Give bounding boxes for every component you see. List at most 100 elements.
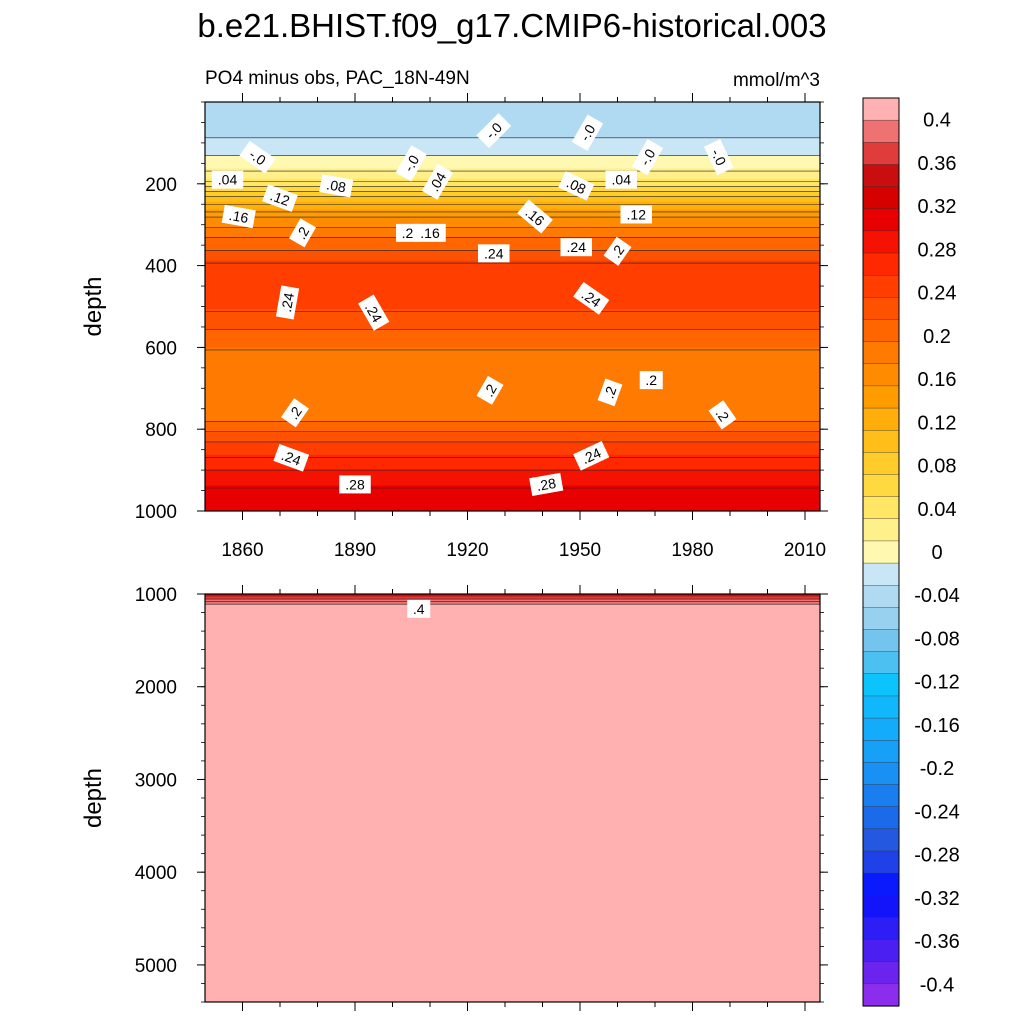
contour-band <box>205 390 820 395</box>
y-axis-label: depth <box>80 768 107 828</box>
contour-label-box <box>605 170 637 189</box>
contour-band <box>205 132 820 136</box>
contour-band <box>205 283 820 287</box>
contour-band <box>205 869 820 873</box>
contour-band <box>205 357 820 361</box>
contour-label-box <box>407 599 431 618</box>
contour-band <box>205 395 820 400</box>
colorbar-swatch <box>862 717 900 741</box>
colorbar-swatch <box>862 274 900 298</box>
contour-band <box>205 303 820 308</box>
contour-band <box>205 795 820 799</box>
contour-band <box>205 490 820 494</box>
contour-band <box>205 413 820 418</box>
contour-label-text: .16 <box>420 225 440 241</box>
contour-label-box <box>603 236 632 266</box>
y-axis-label: depth <box>80 276 107 336</box>
contour-band <box>205 393 820 397</box>
contour-band <box>205 411 820 415</box>
contour-band <box>205 759 820 763</box>
colorbar-swatch <box>862 186 900 210</box>
contour-band <box>205 736 820 740</box>
contour-band <box>205 206 820 210</box>
colorbar-swatch <box>862 97 900 121</box>
contour-band <box>205 984 820 988</box>
contour-band <box>205 260 820 264</box>
contour-label-box <box>573 440 610 471</box>
contour-label-box <box>476 113 512 149</box>
contour-label: .08 <box>558 171 595 201</box>
contour-label: .24 <box>275 285 300 320</box>
contour-band <box>205 168 820 172</box>
contour-band <box>205 268 820 272</box>
contour-label-box <box>558 171 595 201</box>
contour-band <box>205 459 820 464</box>
contour-band <box>205 344 820 348</box>
contour-label: .08 <box>319 174 354 198</box>
contour-band <box>205 160 820 164</box>
contour-band <box>205 665 820 669</box>
contour-band <box>205 286 820 290</box>
contour-band <box>205 675 820 679</box>
contour-band <box>205 114 820 118</box>
colorbar-swatch <box>862 651 900 675</box>
contour-band <box>205 421 820 425</box>
contour-band <box>205 153 820 157</box>
contour-band <box>205 624 820 628</box>
colorbar-tick-label: -0.12 <box>914 672 960 694</box>
contour-band <box>205 775 820 779</box>
contour-label-box <box>620 205 652 224</box>
contour-band <box>205 441 820 446</box>
x-tick-label: 1980 <box>671 540 713 561</box>
contour-band <box>205 966 820 970</box>
contour-band <box>205 609 820 613</box>
colorbar-swatch <box>862 297 900 321</box>
contour-label-box <box>631 139 664 176</box>
contour-band <box>205 976 820 980</box>
contour-band <box>205 447 820 451</box>
contour-band <box>205 403 820 407</box>
contour-band <box>205 214 820 218</box>
colorbar-swatch <box>862 142 900 166</box>
contour-band <box>205 647 820 651</box>
contour-band <box>205 401 820 405</box>
contour-label-text: -.0 <box>708 146 729 168</box>
contour-band <box>205 278 820 282</box>
contour-band <box>205 217 820 221</box>
contour-band <box>205 945 820 950</box>
colorbar-swatch <box>862 695 900 719</box>
contour-band <box>205 726 820 730</box>
contour-band <box>205 650 820 654</box>
contour-band <box>205 449 820 453</box>
contour-band <box>205 229 820 233</box>
contour-band <box>205 703 820 707</box>
contour-band <box>205 298 820 302</box>
contour-band <box>205 301 820 305</box>
colorbar-swatch <box>862 762 900 786</box>
y-tick-label: 600 <box>145 338 177 359</box>
contour-label: -.0 <box>395 145 427 182</box>
contour-label-box <box>708 400 737 430</box>
contour-band <box>205 158 820 162</box>
contour-fill <box>205 594 820 1002</box>
colorbar-tick-label: -0.36 <box>914 931 960 953</box>
contour-band <box>205 145 820 149</box>
contour-band <box>205 739 820 743</box>
units-label: mmol/m^3 <box>733 70 820 91</box>
contour-band <box>205 247 820 251</box>
contour-label-box <box>703 139 734 176</box>
contour-band <box>205 861 820 865</box>
contour-band <box>205 838 820 842</box>
contour-band <box>205 683 820 687</box>
contour-band <box>205 370 820 374</box>
contour-band <box>205 204 820 208</box>
contour-band <box>205 408 820 412</box>
contour-band <box>205 854 820 858</box>
colorbar-swatch <box>862 895 900 919</box>
contour-band <box>205 619 820 623</box>
chart-title: b.e21.BHIST.f09_g17.CMIP6-historical.003 <box>197 7 826 44</box>
contour-band <box>205 406 820 410</box>
contour-band <box>205 866 820 870</box>
colorbar-tick-label: 0.16 <box>918 369 957 391</box>
contour-label: .04 <box>211 170 244 189</box>
